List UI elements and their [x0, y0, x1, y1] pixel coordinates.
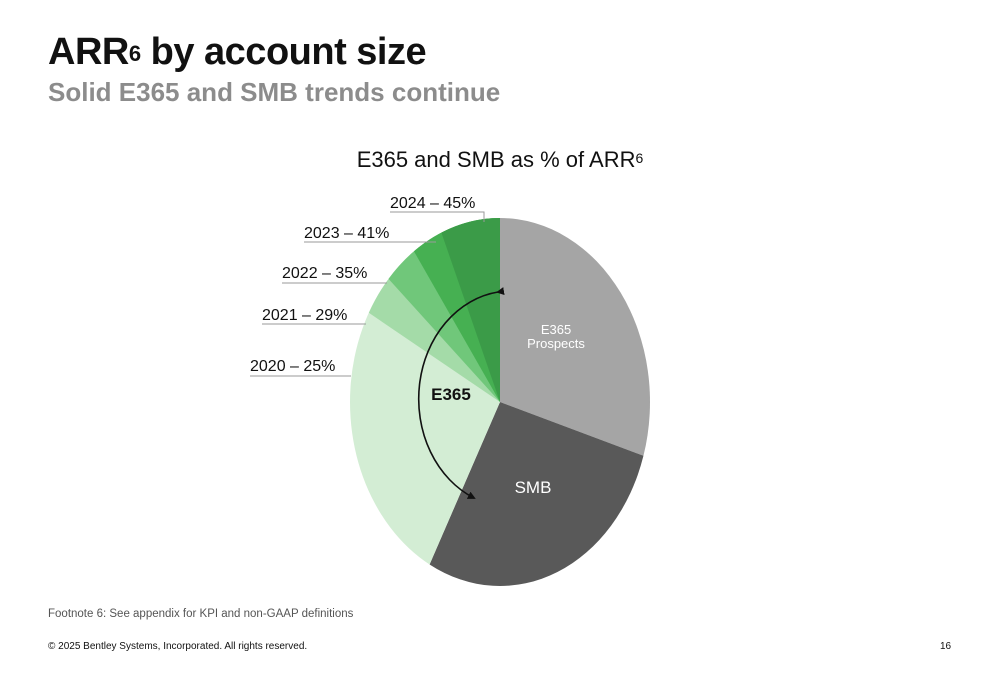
slice-label-2021: 2021 – 29%: [262, 307, 347, 324]
pie-slice-e365-prospects: [500, 218, 651, 456]
slice-label-2022: 2022 – 35%: [282, 265, 367, 282]
slice-label-2023: 2023 – 41%: [304, 225, 389, 242]
slice-label-2024: 2024 – 45%: [390, 195, 475, 212]
e365-arc-arrow: [417, 287, 505, 499]
slide-title: ARR6 by account size: [48, 31, 427, 73]
slice-label-e365-prospects-line1: E365: [541, 322, 571, 337]
e365-segment-label: E365: [431, 385, 471, 404]
page-number: 16: [940, 641, 952, 652]
slice-label-smb: SMB: [515, 478, 552, 497]
chart-title: E365 and SMB as % of ARR6: [356, 147, 644, 172]
slice-label-e365-prospects-line2: Prospects: [527, 336, 585, 351]
leader-line-2024: [390, 211, 485, 222]
slide-subtitle: Solid E365 and SMB trends continue: [48, 77, 501, 107]
copyright: © 2025 Bentley Systems, Incorporated. Al…: [48, 641, 308, 652]
slice-label-2020: 2020 – 25%: [250, 358, 335, 375]
footnote: Footnote 6: See appendix for KPI and non…: [48, 608, 354, 620]
